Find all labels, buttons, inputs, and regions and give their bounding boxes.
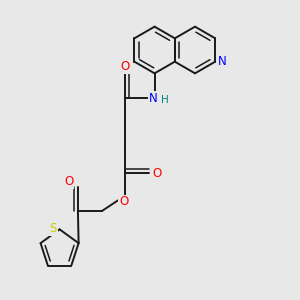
Text: S: S — [49, 222, 57, 235]
Text: O: O — [120, 61, 129, 74]
Text: O: O — [152, 167, 161, 180]
Text: O: O — [119, 196, 128, 208]
Text: N: N — [218, 55, 227, 68]
Text: O: O — [64, 176, 73, 188]
Text: H: H — [161, 95, 169, 105]
Text: N: N — [148, 92, 157, 105]
